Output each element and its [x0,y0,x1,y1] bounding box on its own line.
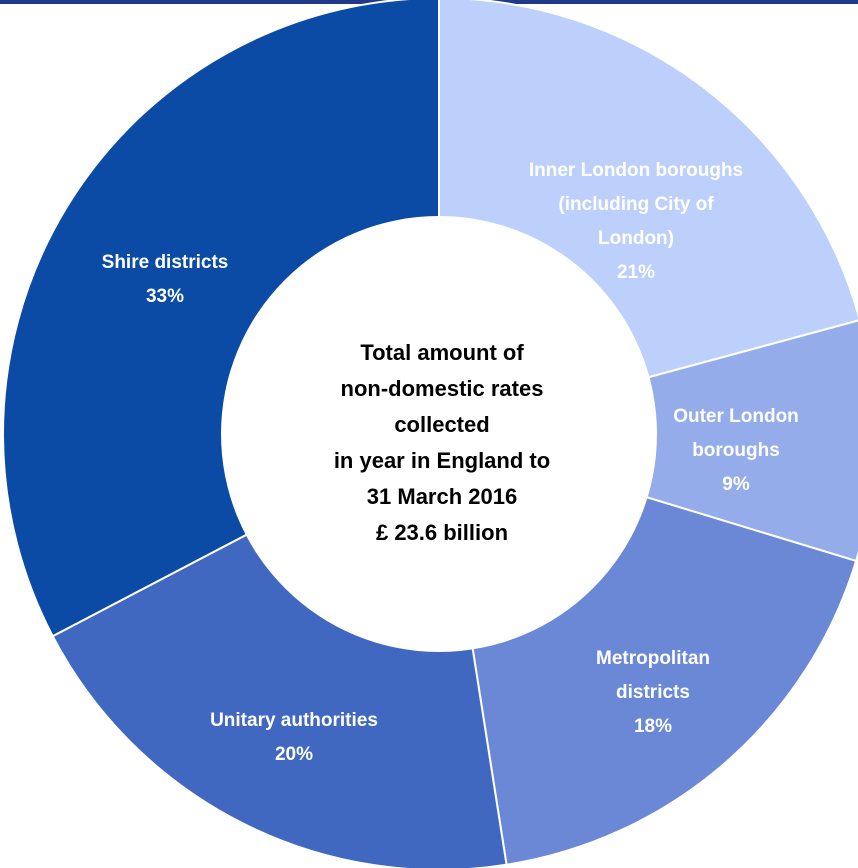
slice-label-line: Shire districts [102,252,229,273]
center-label-line: Total amount of [360,340,524,365]
slice-label-line: 9% [722,474,750,495]
slice-label-line: Unitary authorities [210,710,378,731]
slice-label-1: Outer London boroughs 9% [673,406,799,495]
slice-label-0: Inner London boroughs (including City of L… [529,160,743,283]
donut-hole [221,216,657,652]
slice-label-2: Metropolitan districts 18% [596,648,710,737]
center-label-line: 31 March 2016 [367,484,517,509]
slice-label-line: (including City of [558,194,714,215]
slice-label-line: boroughs [692,440,780,461]
slice-label-line: Outer London [673,406,799,427]
center-text: Total amount of non-domestic rates collect… [334,340,550,545]
slice-label-line: 33% [146,286,184,307]
center-label-line: £ 23.6 billion [376,520,508,545]
center-label-line: in year in England to [334,448,550,473]
slice-label-line: 18% [634,716,672,737]
slice-label-line: 20% [275,744,313,765]
slice-label-4: Shire districts 33% [102,252,229,307]
slice-label-3: Unitary authorities 20% [210,710,378,765]
slice-label-line: districts [616,682,690,703]
slice-label-line: Metropolitan [596,648,710,669]
center-label-line: non-domestic rates [341,376,544,401]
slice-label-line: Inner London boroughs [529,160,743,181]
slice-labels: Inner London boroughs (including City of L… [102,160,799,765]
slice-label-line: London) [598,228,674,249]
center-label: Total amount of non-domestic rates collect… [334,340,550,545]
slice-label-line: 21% [617,262,655,283]
center-label-line: collected [394,412,489,437]
